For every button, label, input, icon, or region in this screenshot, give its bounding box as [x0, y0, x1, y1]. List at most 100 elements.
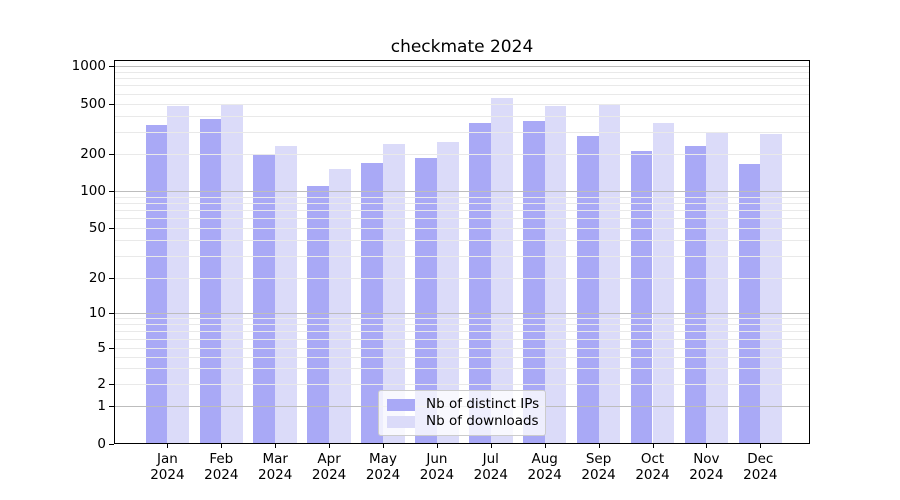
legend: Nb of distinct IPs Nb of downloads	[378, 390, 546, 436]
bar-downloads-dec	[760, 134, 783, 443]
x-tick-jan	[167, 444, 169, 448]
x-tick-label-jun: Jun 2024	[419, 451, 455, 483]
y-tick-label-500: 500	[80, 95, 106, 112]
y-tick-label-1000: 1000	[71, 58, 106, 74]
y-tick-50	[109, 228, 114, 229]
gridline-80	[115, 202, 809, 204]
y-tick-0	[109, 443, 114, 445]
x-tick-label-oct: Oct 2024	[635, 451, 670, 483]
y-tick-label-200: 200	[80, 146, 106, 162]
y-tick-2	[109, 383, 114, 385]
x-tick-oct	[652, 444, 654, 448]
x-tick-may	[383, 444, 384, 448]
bar-downloads-nov	[706, 131, 729, 443]
legend-swatch-downloads	[387, 415, 415, 428]
bar-ips-mar	[253, 155, 276, 443]
x-tick-label-aug: Aug 2024	[527, 451, 562, 483]
legend-label-distinct-ips: Nb of distinct IPs	[426, 396, 540, 412]
gridline-2	[115, 383, 809, 385]
gridline-400	[115, 115, 809, 117]
x-tick-label-apr: Apr 2024	[311, 451, 347, 483]
gridline-700	[115, 85, 809, 87]
x-tick-aug	[544, 444, 546, 448]
y-tick-label-2: 2	[97, 375, 106, 392]
bar-downloads-jun	[436, 141, 459, 443]
y-tick-label-0: 0	[97, 435, 106, 452]
gridline-20	[115, 278, 809, 279]
legend-label-downloads: Nb of downloads	[426, 413, 539, 429]
x-tick-label-jul: Jul 2024	[473, 451, 508, 483]
y-tick-20	[109, 278, 114, 279]
gridline-40	[115, 240, 809, 242]
y-tick-10	[109, 313, 114, 314]
bar-ips-feb	[199, 118, 222, 443]
x-tick-apr	[329, 444, 331, 448]
x-tick-label-mar: Mar 2024	[258, 451, 293, 483]
x-tick-jun	[436, 444, 438, 448]
x-tick-jul	[490, 444, 492, 448]
y-tick-200	[109, 154, 114, 155]
y-tick-label-100: 100	[80, 183, 106, 199]
gridline-3	[115, 367, 809, 369]
bar-ips-dec	[738, 164, 761, 443]
bar-ips-oct	[630, 151, 653, 443]
gridline-6	[115, 338, 809, 340]
x-tick-label-nov: Nov 2024	[689, 451, 724, 483]
y-tick-label-1: 1	[97, 398, 106, 414]
x-tick-mar	[275, 444, 277, 448]
gridline-300	[115, 131, 809, 133]
gridline-60	[115, 218, 809, 220]
gridline-900	[115, 71, 809, 73]
bar-ips-may	[361, 162, 383, 443]
x-tick-nov	[706, 444, 708, 448]
bar-downloads-mar	[275, 146, 297, 443]
bar-downloads-aug	[544, 105, 567, 443]
bar-ips-apr	[307, 185, 330, 443]
y-tick-5	[109, 348, 114, 349]
y-tick-label-10: 10	[88, 305, 106, 321]
y-tick-500	[109, 103, 114, 105]
bar-downloads-jan	[167, 105, 190, 443]
gridline-10	[115, 313, 809, 314]
gridline-500	[115, 103, 809, 105]
gridline-800	[115, 78, 809, 80]
bar-downloads-apr	[329, 169, 351, 443]
legend-row-downloads: Nb of downloads	[387, 413, 539, 429]
gridline-30	[115, 255, 809, 257]
gridline-7	[115, 331, 809, 332]
gridline-70	[115, 210, 809, 212]
x-tick-label-feb: Feb 2024	[204, 451, 239, 483]
x-tick-label-sep: Sep 2024	[581, 451, 616, 483]
bar-ips-jan	[145, 124, 168, 443]
y-tick-label-20: 20	[88, 270, 106, 286]
bar-downloads-sep	[598, 105, 621, 443]
gridline-50	[115, 228, 809, 229]
gridline-200	[115, 154, 809, 155]
bar-ips-nov	[684, 146, 707, 443]
y-tick-100	[109, 191, 114, 192]
x-tick-dec	[760, 444, 762, 448]
x-tick-sep	[598, 444, 600, 448]
gridline-5	[115, 348, 809, 349]
gridline-90	[115, 196, 809, 198]
bar-ips-jun	[415, 158, 437, 443]
x-tick-label-jan: Jan 2024	[150, 451, 185, 483]
gridline-8	[115, 324, 809, 326]
gridline-600	[115, 93, 809, 95]
chart-title: checkmate 2024	[390, 37, 534, 57]
y-tick-1	[109, 406, 114, 407]
y-tick-1000	[109, 66, 114, 67]
x-tick-label-may: May 2024	[365, 451, 401, 483]
gridline-4	[115, 356, 809, 358]
bar-ips-aug	[522, 120, 545, 443]
gridline-100	[115, 191, 809, 192]
bar-downloads-oct	[652, 123, 675, 443]
gridline-1000	[115, 66, 809, 67]
y-tick-label-5: 5	[97, 340, 106, 356]
x-tick-feb	[221, 444, 223, 448]
bar-ips-sep	[576, 136, 599, 443]
y-tick-label-50: 50	[88, 220, 106, 236]
plot-area	[114, 60, 810, 444]
bar-downloads-feb	[221, 104, 244, 443]
